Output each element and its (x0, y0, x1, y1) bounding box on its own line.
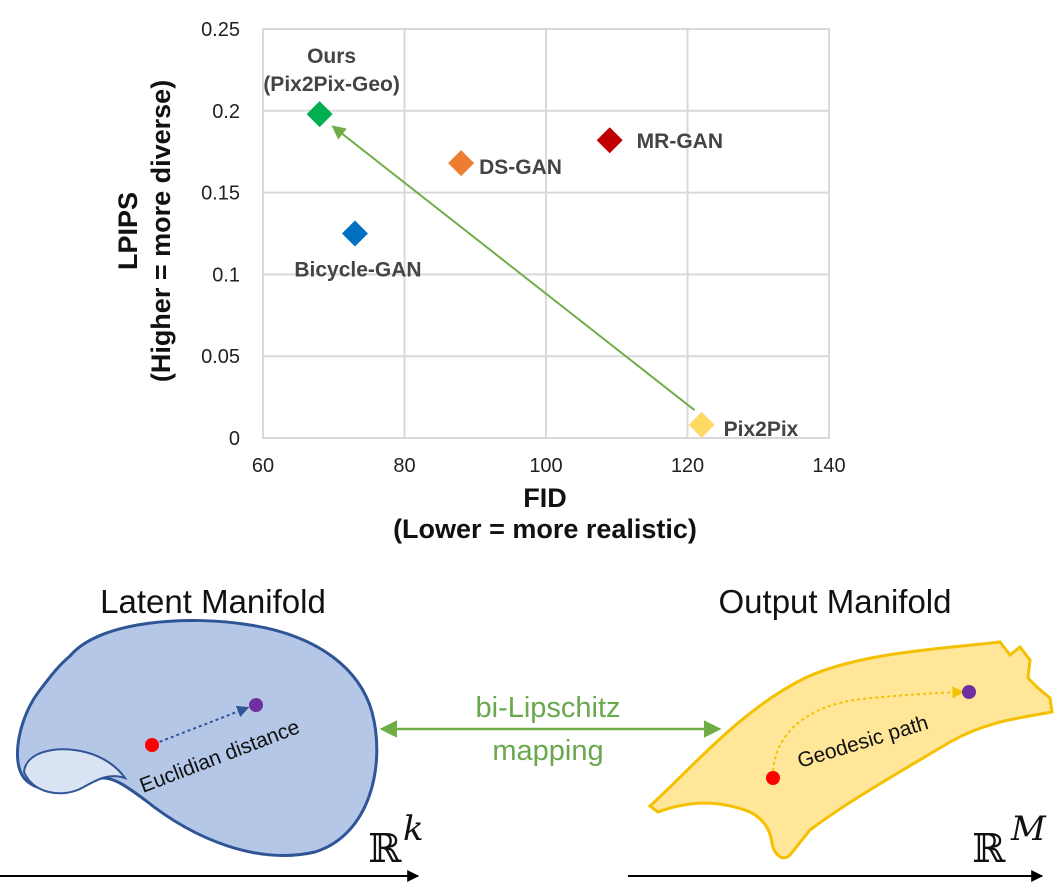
point-label: Bicycle-GAN (294, 259, 421, 282)
latent-manifold-fold (22, 748, 128, 795)
diamond-marker (596, 127, 623, 154)
point-label: Ours (307, 45, 356, 68)
data-points: Ours (Pix2Pix-Geo) DS-GAN MR-GAN Bicycle-GAN… (263, 45, 798, 441)
y-tick-label: 0.2 (212, 101, 240, 123)
data-point: DS-GAN (448, 150, 562, 179)
output-manifold-title: Output Manifold (719, 583, 952, 620)
y-tick-label: 0.05 (201, 346, 240, 368)
data-point: Pix2Pix (688, 411, 799, 441)
chart-grid (262, 28, 830, 439)
diamond-marker (306, 101, 333, 128)
y-tick-label: 0.1 (212, 264, 240, 286)
y-tick-label: 0.15 (201, 183, 240, 205)
point-label: DS-GAN (479, 156, 562, 179)
x-tick-label: 100 (529, 455, 562, 477)
point-label: Pix2Pix (724, 418, 799, 441)
x-axis-note: (Lower = more realistic) (393, 514, 697, 544)
axis-ticks: 60 80 100 120 140 0 0.05 0.1 0.15 0.2 0.25 (201, 19, 846, 477)
latent-space-symbol: ℝ (368, 826, 402, 872)
euclidean-distance-arrow (153, 705, 250, 745)
improvement-arrow (331, 125, 696, 411)
diamond-marker (341, 220, 368, 247)
x-tick-label: 140 (812, 455, 845, 477)
point-label: (Pix2Pix-Geo) (263, 73, 400, 96)
latent-manifold: Latent Manifold Euclidian distance ℝ k (0, 583, 424, 882)
y-axis-title: LPIPS (113, 192, 143, 270)
y-tick-label: 0.25 (201, 19, 240, 41)
y-axis-note: (Higher = more diverse) (146, 80, 176, 382)
output-manifold-shape (647, 640, 1054, 860)
latent-manifold-shape (16, 619, 379, 857)
output-manifold: Output Manifold Geodesic path ℝ M (628, 583, 1054, 882)
diamond-marker (688, 411, 715, 438)
data-point: Ours (Pix2Pix-Geo) (263, 45, 400, 128)
latent-space-dimension: k (403, 809, 424, 849)
output-space-symbol: ℝ (972, 826, 1006, 872)
scatter-chart: 60 80 100 120 140 0 0.05 0.1 0.15 0.2 0.25 Ours (Pi… (113, 19, 846, 544)
x-axis-title: FID (523, 483, 567, 513)
output-end-point (962, 685, 976, 699)
output-space-dimension: M (1010, 809, 1047, 849)
mapping-label-line2: mapping (492, 735, 603, 767)
geodesic-path-arrow (771, 686, 965, 778)
x-tick-label: 80 (393, 455, 415, 477)
latent-end-point (249, 698, 263, 712)
data-point: Bicycle-GAN (294, 220, 422, 282)
diamond-marker (448, 150, 475, 177)
x-tick-label: 120 (671, 455, 704, 477)
latent-start-point (145, 738, 159, 752)
point-label: MR-GAN (637, 130, 723, 153)
output-start-point (766, 771, 780, 785)
y-tick-label: 0 (229, 428, 240, 450)
mapping-label-line1: bi-Lipschitz (475, 692, 620, 724)
bi-lipschitz-mapping: bi-Lipschitz mapping (379, 692, 722, 767)
latent-manifold-title: Latent Manifold (100, 583, 326, 620)
data-point: MR-GAN (596, 127, 723, 154)
x-tick-label: 60 (252, 455, 274, 477)
